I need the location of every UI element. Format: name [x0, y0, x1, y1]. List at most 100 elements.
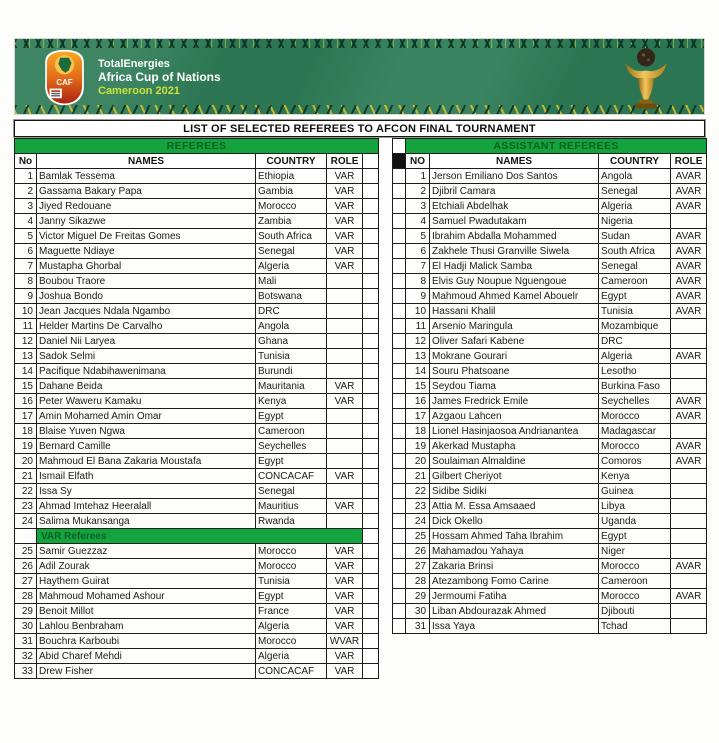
row-number-cell: 13	[14, 348, 37, 364]
referee-name-cell: Atezambong Fomo Carine	[429, 573, 600, 589]
referee-name-cell: Daniel Nii Laryea	[36, 333, 256, 349]
referees-section-band: REFEREES	[13, 138, 380, 154]
referee-name-cell: Boubou Traore	[36, 273, 256, 289]
role-cell: VAR	[326, 168, 363, 184]
referee-name-cell: Bernard Camille	[36, 438, 256, 454]
marker-cell	[392, 363, 407, 379]
assistant-section-band: ASSISTANT REFEREES	[392, 138, 708, 154]
country-cell: Morocco	[255, 198, 327, 214]
country-cell: Uganda	[598, 513, 672, 529]
referee-name-cell: Seydou Tiama	[429, 378, 600, 394]
referees-header-row: No NAMES COUNTRY ROLE	[14, 153, 380, 169]
role-cell: WVAR	[326, 633, 363, 649]
assistant-referee-row: 1 Jerson Emiliano Dos Santos Angola AVAR	[392, 168, 708, 184]
country-cell: Djibouti	[598, 603, 672, 619]
country-cell: South Africa	[598, 243, 672, 259]
row-number-cell: 24	[405, 513, 431, 529]
role-cell	[326, 303, 363, 319]
marker-cell	[361, 468, 380, 484]
row-number-cell: 24	[14, 513, 37, 529]
country-cell: Morocco	[598, 588, 672, 604]
marker-cell	[392, 558, 407, 574]
referee-name-cell: Bouchra Karboubi	[36, 633, 256, 649]
marker-cell	[392, 168, 407, 184]
marker-cell	[392, 453, 407, 469]
role-cell	[670, 318, 708, 334]
var-referee-row: 25 Samir Guezzaz Morocco VAR	[14, 543, 380, 559]
referee-name-cell: Joshua Bondo	[36, 288, 256, 304]
row-number-cell: 25	[14, 543, 37, 559]
referee-row: 17 Amin Mohamed Amin Omar Egypt	[14, 408, 380, 424]
role-cell	[670, 468, 708, 484]
row-number-cell: 25	[405, 528, 431, 544]
country-cell: Guinea	[598, 483, 672, 499]
row-number-cell: 20	[405, 453, 431, 469]
row-number-cell: 7	[405, 258, 431, 274]
country-cell: Seychelles	[255, 438, 327, 454]
stitch-pattern-bottom	[15, 105, 704, 114]
country-cell: Egypt	[598, 528, 672, 544]
marker-cell	[361, 393, 380, 409]
row-number-cell: 15	[405, 378, 431, 394]
referee-name-cell: Djibril Camara	[429, 183, 600, 199]
marker-cell	[361, 213, 380, 229]
role-cell: AVAR	[670, 303, 708, 319]
marker-cell	[392, 348, 407, 364]
var-referees-subheader: VAR Referees	[36, 528, 363, 544]
row-number-cell: 16	[405, 393, 431, 409]
marker-cell	[392, 333, 407, 349]
row-number-cell: 2	[405, 183, 431, 199]
var-referee-row: 32 Abid Charef Mehdi Algeria VAR	[14, 648, 380, 664]
marker-cell	[361, 558, 380, 574]
referee-row: 19 Bernard Camille Seychelles	[14, 438, 380, 454]
marker-cell	[392, 273, 407, 289]
referee-row: 4 Janny Sikazwe Zambia VAR	[14, 213, 380, 229]
row-number-cell: 16	[14, 393, 37, 409]
col-header-country: COUNTRY	[598, 153, 672, 169]
marker-cell	[392, 243, 407, 259]
referee-name-cell: Adil Zourak	[36, 558, 256, 574]
assistant-referee-row: 17 Azgaou Lahcen Morocco AVAR	[392, 408, 708, 424]
sponsor-name: TotalEnergies	[98, 58, 170, 71]
var-referee-row: 31 Bouchra Karboubi Morocco WVAR	[14, 633, 380, 649]
referee-name-cell: Issa Sy	[36, 483, 256, 499]
role-cell	[326, 273, 363, 289]
referee-row: 18 Blaise Yuven Ngwa Cameroon	[14, 423, 380, 439]
role-cell: VAR	[326, 213, 363, 229]
stitch-pattern-top	[15, 39, 704, 48]
referee-row: 5 Victor Miguel De Freitas Gomes South Afr…	[14, 228, 380, 244]
assistant-referee-row: 21 Gilbert Cheriyot Kenya	[392, 468, 708, 484]
var-referees-subheader-row: VAR Referees	[14, 528, 380, 544]
role-cell: AVAR	[670, 168, 708, 184]
referee-name-cell: El Hadji Malick Samba	[429, 258, 600, 274]
marker-cell	[392, 513, 407, 529]
marker-cell	[361, 228, 380, 244]
referee-name-cell: Jean Jacques Ndala Ngambo	[36, 303, 256, 319]
country-cell: Burundi	[255, 363, 327, 379]
row-number-cell: 21	[405, 468, 431, 484]
country-cell: Cameroon	[255, 423, 327, 439]
referee-name-cell: Mokrane Gourari	[429, 348, 600, 364]
country-cell: Gambia	[255, 183, 327, 199]
assistant-section-title: ASSISTANT REFEREES	[405, 138, 708, 154]
marker-cell	[361, 258, 380, 274]
marker-cell	[392, 183, 407, 199]
referee-name-cell: Janny Sikazwe	[36, 213, 256, 229]
marker-cell	[361, 198, 380, 214]
assistant-referee-row: 12 Oliver Safari Kabene DRC	[392, 333, 708, 349]
referee-name-cell: Lahlou Benbraham	[36, 618, 256, 634]
row-number-cell: 8	[405, 273, 431, 289]
country-cell: Angola	[255, 318, 327, 334]
role-cell: VAR	[326, 648, 363, 664]
var-referee-row: 27 Haythem Guirat Tunisia VAR	[14, 573, 380, 589]
assistant-referee-row: 4 Samuel Pwadutakam Nigeria	[392, 213, 708, 229]
referee-name-cell: Akerkad Mustapha	[429, 438, 600, 454]
marker-cell	[361, 453, 380, 469]
row-number-cell: 3	[14, 198, 37, 214]
referee-row: 3 Jiyed Redouane Morocco VAR	[14, 198, 380, 214]
role-cell	[670, 573, 708, 589]
role-cell	[326, 408, 363, 424]
country-cell: Sudan	[598, 228, 672, 244]
country-cell: Algeria	[255, 618, 327, 634]
row-number-cell: 1	[14, 168, 37, 184]
